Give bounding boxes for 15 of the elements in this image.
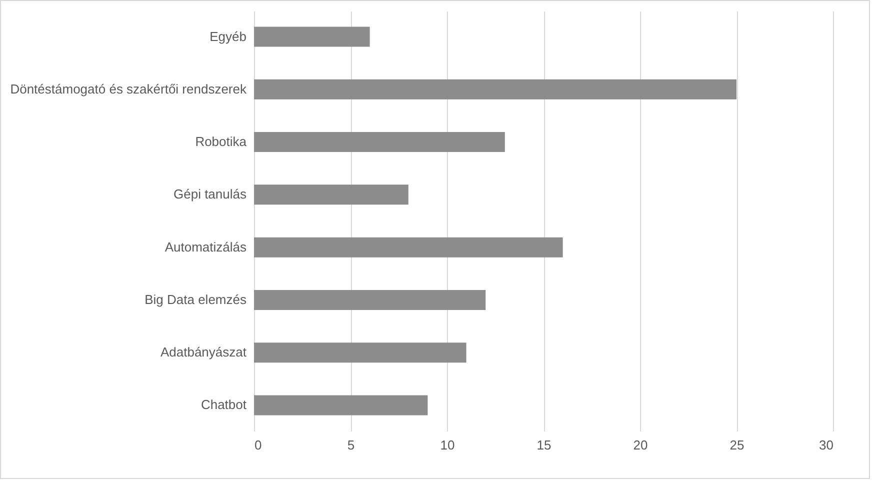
y-tick-label: Automatizálás bbox=[164, 239, 247, 254]
x-tick-label: 15 bbox=[536, 438, 552, 452]
y-tick-label: Robotika bbox=[195, 134, 248, 150]
y-tick-label: Gépi tanulás bbox=[174, 186, 247, 202]
x-tick-label: 0 bbox=[254, 438, 262, 452]
y-tick-label: Chatbot bbox=[200, 397, 247, 412]
y-tick-label: Adatbányászat bbox=[160, 344, 247, 360]
y-tick-label: Big Data elemzés bbox=[144, 292, 247, 307]
x-tick-label: 25 bbox=[730, 438, 744, 452]
x-tick-label: 10 bbox=[440, 438, 455, 452]
x-tick-label: 5 bbox=[347, 438, 355, 452]
x-tick-label: 30 bbox=[819, 438, 834, 452]
x-tick-label: 20 bbox=[633, 438, 648, 452]
y-tick-label: Döntéstámogató és szakértői rendszerek bbox=[10, 81, 247, 96]
y-tick-label: Egyéb bbox=[210, 28, 246, 44]
